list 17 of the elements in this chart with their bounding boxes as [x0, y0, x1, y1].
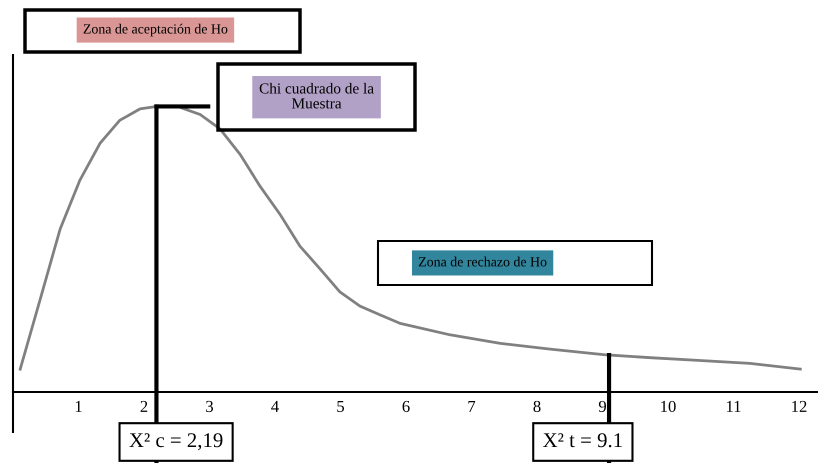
x-tick-label: 5 [337, 400, 344, 412]
ref-line-label: X² c = 2,19 [129, 433, 222, 450]
ref-line-label: X² t = 9.1 [543, 433, 622, 448]
x-tick-label: 7 [468, 400, 476, 412]
x-tick-label: 1 [76, 400, 82, 412]
x-tick-label: 4 [271, 400, 279, 412]
text: Zona de aceptación de Ho [84, 24, 228, 36]
x-tick-label: 6 [402, 400, 410, 412]
x-tick-label: 8 [533, 400, 541, 412]
x-tick-label: 10 [661, 400, 676, 412]
x-tick-label: 11 [726, 400, 741, 412]
x-tick-label: 9 [598, 400, 606, 412]
annotation: Zona de rechazo de Ho [418, 256, 546, 266]
x-tick-label: 2 [140, 400, 148, 412]
x-tick-label: 12 [792, 400, 806, 412]
x-tick-label: 3 [206, 400, 214, 412]
annotation: Chi cuadrado de la Muestra [260, 82, 374, 109]
